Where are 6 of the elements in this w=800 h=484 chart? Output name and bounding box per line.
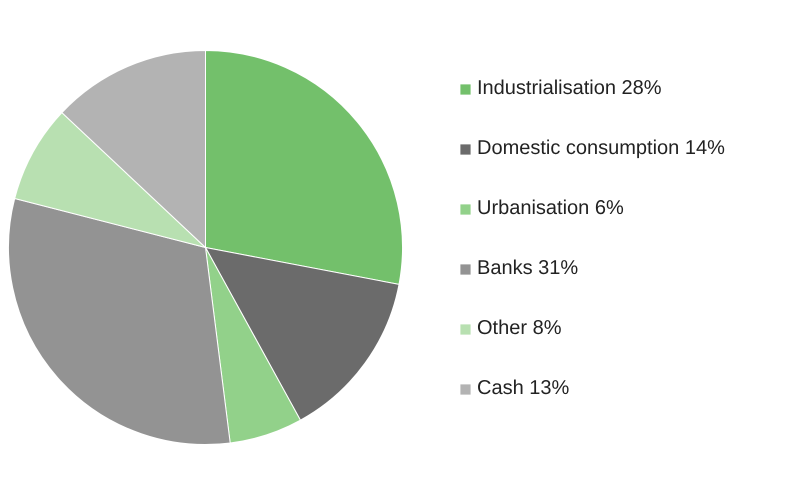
legend-label: Domestic consumption 14%	[477, 137, 725, 160]
legend-label: Banks 31%	[477, 257, 578, 280]
legend-label: Industrialisation 28%	[477, 77, 662, 100]
legend-label: Cash 13%	[477, 377, 570, 400]
legend-label: Urbanisation 6%	[477, 197, 624, 220]
legend-label: Other 8%	[477, 317, 562, 340]
